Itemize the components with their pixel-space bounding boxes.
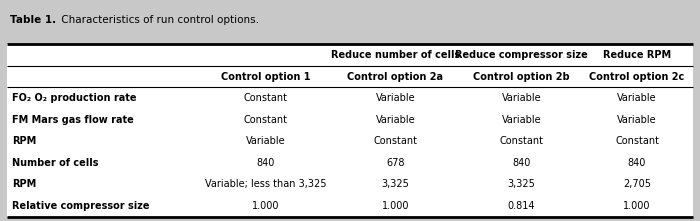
Text: Variable: Variable: [502, 93, 541, 103]
Text: 678: 678: [386, 158, 405, 168]
Text: Reduce compressor size: Reduce compressor size: [455, 50, 588, 60]
Text: Table 1.: Table 1.: [10, 15, 57, 25]
Text: Variable: Variable: [376, 93, 415, 103]
Text: Reduce RPM: Reduce RPM: [603, 50, 671, 60]
Text: Variable: Variable: [246, 136, 286, 146]
Text: 1.000: 1.000: [623, 201, 651, 211]
Text: 3,325: 3,325: [508, 179, 536, 189]
Bar: [7, 44, 693, 217]
Text: Constant: Constant: [500, 136, 543, 146]
Text: 2,705: 2,705: [623, 179, 651, 189]
Text: FM Mars gas flow rate: FM Mars gas flow rate: [12, 115, 134, 125]
Text: Constant: Constant: [244, 115, 288, 125]
Text: Number of cells: Number of cells: [12, 158, 99, 168]
Text: Relative compressor size: Relative compressor size: [12, 201, 149, 211]
Text: Variable: Variable: [617, 93, 657, 103]
Text: Variable: Variable: [376, 115, 415, 125]
Text: Constant: Constant: [615, 136, 659, 146]
Text: Control option 2c: Control option 2c: [589, 72, 685, 82]
Text: Constant: Constant: [374, 136, 417, 146]
Text: RPM: RPM: [12, 136, 36, 146]
Text: FO₂ O₂ production rate: FO₂ O₂ production rate: [12, 93, 136, 103]
Text: 0.814: 0.814: [508, 201, 536, 211]
Text: Control option 2b: Control option 2b: [473, 72, 570, 82]
Text: 1.000: 1.000: [252, 201, 280, 211]
Text: Control option 2a: Control option 2a: [347, 72, 444, 82]
Text: Variable: Variable: [502, 115, 541, 125]
Text: Variable; less than 3,325: Variable; less than 3,325: [205, 179, 327, 189]
Text: 840: 840: [628, 158, 646, 168]
Text: 840: 840: [257, 158, 275, 168]
Text: Characteristics of run control options.: Characteristics of run control options.: [58, 15, 259, 25]
Text: 840: 840: [512, 158, 531, 168]
Text: Control option 1: Control option 1: [221, 72, 311, 82]
Text: Variable: Variable: [617, 115, 657, 125]
Text: RPM: RPM: [12, 179, 36, 189]
Text: 3,325: 3,325: [382, 179, 409, 189]
Text: Reduce number of cells: Reduce number of cells: [331, 50, 460, 60]
Text: Constant: Constant: [244, 93, 288, 103]
Text: 1.000: 1.000: [382, 201, 409, 211]
